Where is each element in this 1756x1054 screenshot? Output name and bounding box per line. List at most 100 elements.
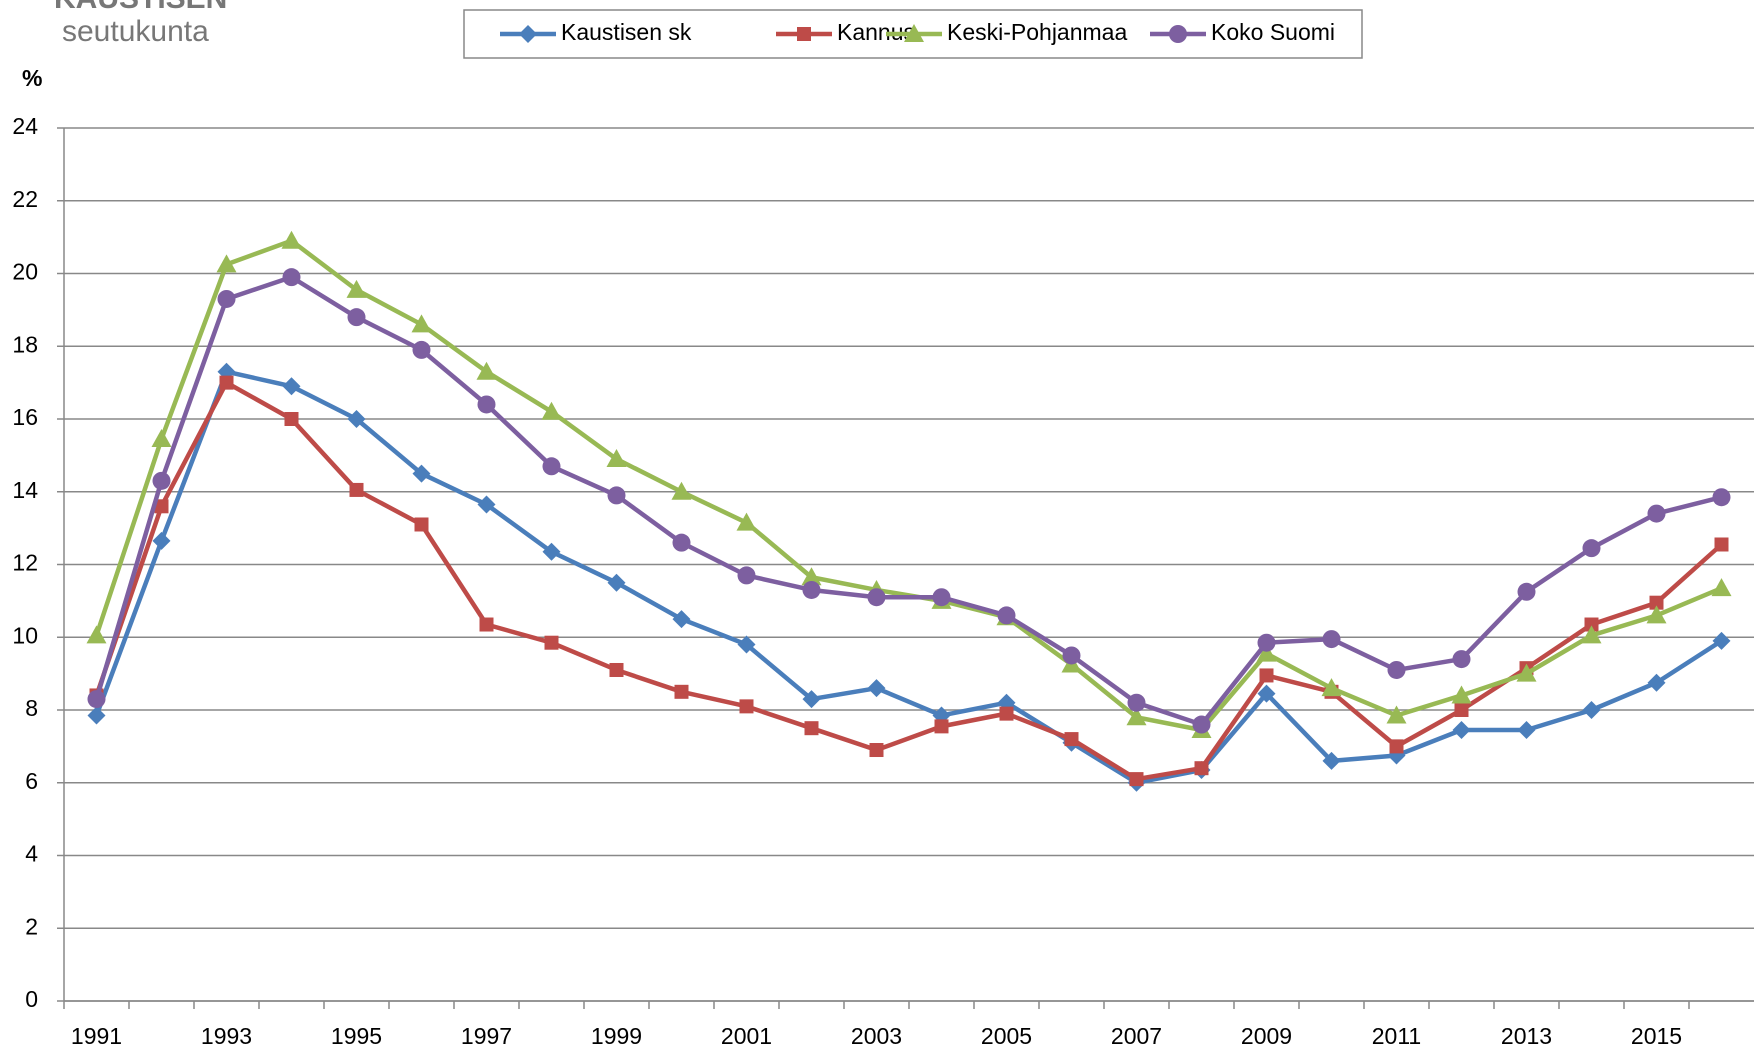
data-point (672, 610, 691, 629)
data-point (346, 279, 367, 298)
y-tick-label: 16 (12, 404, 38, 430)
data-point (542, 542, 561, 561)
data-point (87, 690, 106, 709)
data-point (349, 482, 364, 497)
data-point (1649, 595, 1664, 610)
data-point (674, 684, 689, 699)
data-point (869, 743, 884, 758)
data-point (802, 690, 821, 709)
data-point (477, 395, 496, 414)
x-tick-label: 2013 (1501, 1023, 1552, 1049)
series-line (94, 369, 1723, 785)
data-point (1387, 660, 1406, 679)
data-point (1582, 701, 1601, 719)
data-point (476, 361, 497, 380)
data-point (1257, 684, 1276, 703)
y-tick-label: 22 (12, 186, 38, 212)
data-point (1259, 668, 1274, 683)
data-point (801, 567, 822, 586)
data-point (347, 410, 366, 428)
data-point (217, 289, 236, 308)
data-point (412, 340, 431, 359)
data-point (1647, 673, 1666, 692)
data-point (737, 566, 756, 585)
data-point (1581, 625, 1602, 644)
x-tick-label: 1999 (591, 1023, 642, 1049)
data-point (154, 499, 169, 514)
data-point (1714, 537, 1729, 552)
data-point (1389, 739, 1404, 754)
legend-label: Koko Suomi (1211, 19, 1335, 45)
x-tick-label: 1991 (71, 1023, 122, 1049)
data-point (414, 517, 429, 532)
data-point (1127, 693, 1146, 712)
x-tick-label: 2003 (851, 1023, 902, 1049)
legend-marker (797, 27, 811, 41)
data-point (737, 635, 756, 654)
data-point (281, 230, 302, 249)
data-point (932, 588, 951, 607)
logo-subtitle: seutukunta (62, 15, 209, 48)
data-point (151, 429, 172, 448)
data-point (347, 308, 366, 327)
x-tick-label: 2007 (1111, 1023, 1162, 1049)
data-point (1322, 630, 1341, 649)
data-point (152, 531, 171, 550)
data-point (672, 533, 691, 552)
data-point (934, 719, 949, 734)
data-point (1322, 751, 1341, 770)
y-tick-label: 14 (12, 477, 38, 503)
series-line (94, 380, 1724, 782)
data-point (1516, 663, 1537, 682)
data-point (542, 457, 561, 476)
data-point (736, 512, 757, 531)
data-point (1646, 605, 1667, 624)
data-point (671, 481, 692, 500)
y-tick-label: 0 (25, 986, 38, 1012)
data-point (1584, 617, 1599, 632)
data-point (609, 662, 624, 677)
data-point (541, 401, 562, 420)
x-tick-label: 2015 (1631, 1023, 1682, 1049)
data-point (282, 268, 301, 287)
y-tick-label: 20 (12, 259, 38, 285)
data-point (1452, 650, 1471, 669)
y-tick-label: 2 (25, 913, 38, 939)
data-point (1062, 646, 1081, 665)
data-point (411, 314, 432, 333)
data-point (219, 375, 234, 390)
y-tick-label: 4 (25, 841, 38, 867)
y-tick-label: 10 (12, 622, 38, 648)
data-point (1452, 721, 1471, 740)
data-point (1321, 678, 1342, 697)
data-point (152, 471, 171, 490)
x-tick-label: 2001 (721, 1023, 772, 1049)
data-point (282, 377, 301, 396)
x-tick-label: 1995 (331, 1023, 382, 1049)
data-point (284, 412, 299, 426)
data-point (867, 588, 886, 607)
data-point (999, 706, 1014, 721)
y-tick-label: 8 (25, 695, 38, 721)
data-point (1126, 707, 1147, 726)
data-point (1451, 685, 1472, 704)
data-point (997, 606, 1016, 625)
data-point (1129, 772, 1144, 787)
data-point (216, 254, 237, 273)
y-tick-label: 12 (12, 550, 38, 576)
data-point (1517, 582, 1536, 601)
data-point (1192, 715, 1211, 734)
data-point (867, 679, 886, 698)
data-point (606, 449, 627, 468)
data-point (1647, 504, 1666, 523)
data-point (1711, 578, 1732, 597)
y-axis-label: % (22, 65, 42, 91)
data-point (1712, 488, 1731, 507)
data-point (607, 486, 626, 505)
data-point (1386, 705, 1407, 724)
data-point (1194, 761, 1209, 776)
series-line (94, 274, 1723, 727)
y-tick-label: 6 (25, 768, 38, 794)
legend-marker (1169, 25, 1187, 43)
series-line (94, 238, 1723, 733)
